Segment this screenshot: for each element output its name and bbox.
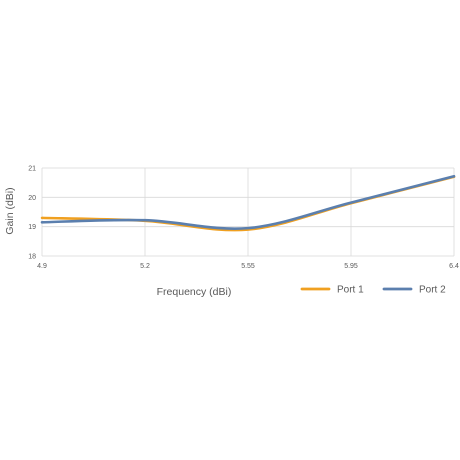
y-axis-title: Gain (dBi) <box>4 187 16 234</box>
x-axis: 4.9 5.2 5.55 5.95 6.4 <box>37 263 459 270</box>
y-tick-label: 20 <box>28 195 36 202</box>
series-line-port-2 <box>40 174 456 230</box>
legend-label-port-2: Port 2 <box>419 285 446 296</box>
x-tick-label: 5.95 <box>344 263 358 270</box>
y-tick-label: 18 <box>28 254 36 261</box>
legend: Port 1 Port 2 <box>300 285 446 296</box>
x-axis-title: Frequency (dBi) <box>157 286 232 298</box>
x-tick-label: 5.55 <box>241 263 255 270</box>
x-tick-label: 6.4 <box>449 263 459 270</box>
x-tick-label: 4.9 <box>37 263 47 270</box>
y-axis: 18 19 20 21 <box>28 166 36 261</box>
y-tick-label: 21 <box>28 166 36 173</box>
grid <box>41 167 455 257</box>
x-tick-label: 5.2 <box>140 263 150 270</box>
series-lines <box>40 174 456 232</box>
legend-label-port-1: Port 1 <box>337 285 364 296</box>
y-tick-label: 19 <box>28 224 36 231</box>
